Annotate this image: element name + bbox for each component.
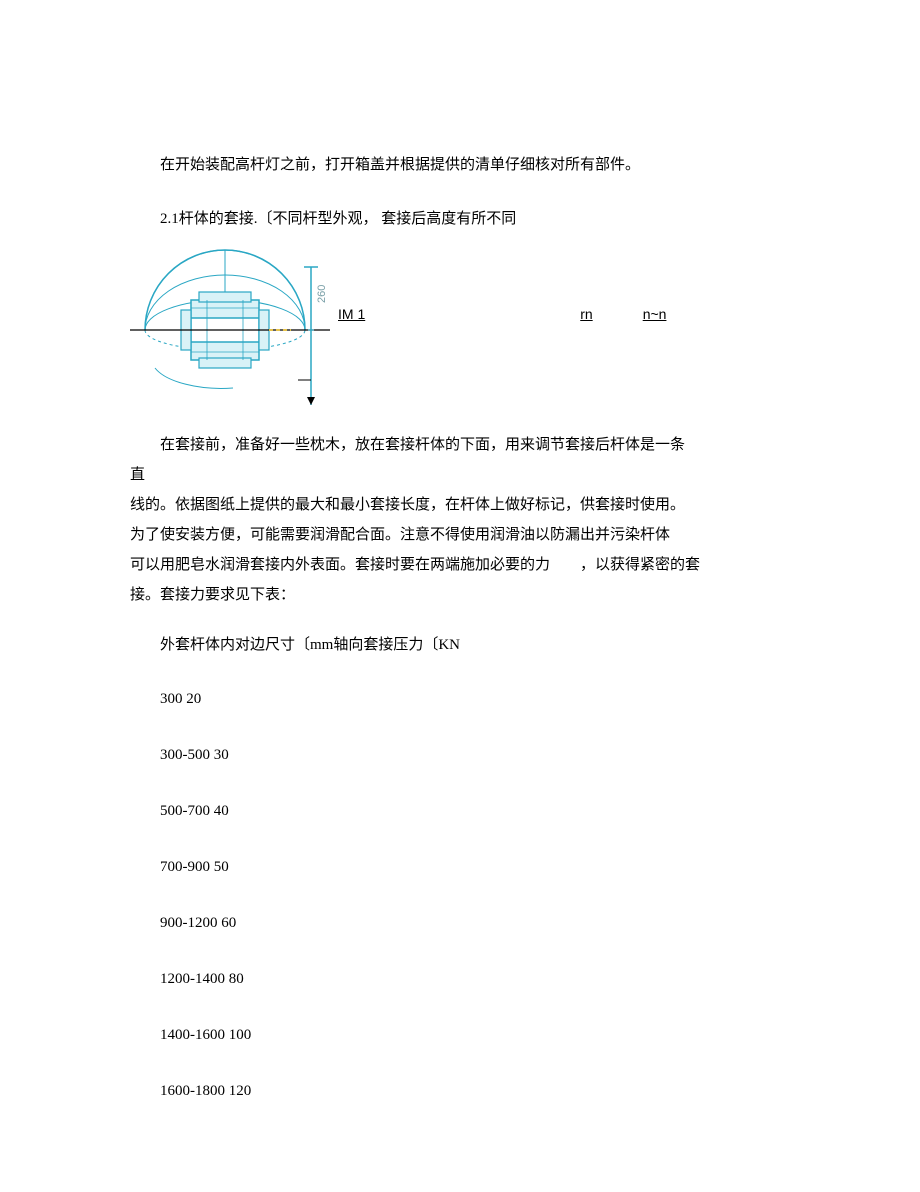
- figure-label-im1: IM 1: [338, 300, 365, 328]
- body-line: 直: [130, 460, 790, 490]
- table-row: 300-500 30: [160, 740, 790, 770]
- table-row: 700-900 50: [160, 852, 790, 882]
- figure-label-nn: n~n: [643, 300, 667, 328]
- body-paragraph: 在套接前，准备好一些枕木，放在套接杆体的下面，用来调节套接后杆体是一条 直 线的…: [130, 430, 790, 610]
- table-row: 1200-1400 80: [160, 964, 790, 994]
- table-row: 1400-1600 100: [160, 1020, 790, 1050]
- table-row: 300 20: [160, 684, 790, 714]
- table-row: 900-1200 60: [160, 908, 790, 938]
- table-row: 500-700 40: [160, 796, 790, 826]
- section-2-1-title: 2.1杆体的套接.〔不同杆型外观， 套接后高度有所不同: [130, 204, 790, 234]
- svg-text:260: 260: [316, 284, 328, 302]
- body-line: 线的。依据图纸上提供的最大和最小套接长度，在杆体上做好标记，供套接时使用。: [130, 490, 790, 520]
- body-line: 可以用肥皂水润滑套接内外表面。套接时要在两端施加必要的力 ，以获得紧密的套: [130, 550, 790, 580]
- body-line: 为了使安装方便，可能需要润滑配合面。注意不得使用润滑油以防漏出并污染杆体: [130, 520, 790, 550]
- document-page: 在开始装配高杆灯之前，打开箱盖并根据提供的清单仔细核对所有部件。 2.1杆体的套…: [0, 0, 920, 1192]
- force-table: 300 20 300-500 30 500-700 40 700-900 50 900-…: [160, 684, 790, 1106]
- figure-label-rn: rn: [580, 300, 592, 328]
- body-line: 在套接前，准备好一些枕木，放在套接杆体的下面，用来调节套接后杆体是一条: [130, 430, 790, 460]
- table-header: 外套杆体内对边尺寸〔mm轴向套接压力〔KN: [130, 630, 790, 660]
- intro-paragraph: 在开始装配高杆灯之前，打开箱盖并根据提供的清单仔细核对所有部件。: [130, 150, 790, 180]
- pole-head-diagram: 260: [130, 245, 330, 426]
- figure-labels: IM 1 rn n~n: [330, 300, 790, 370]
- body-line: 接。套接力要求见下表：: [130, 580, 790, 610]
- figure-row: 260 IM 1 rn n~n: [130, 250, 790, 420]
- table-row: 1600-1800 120: [160, 1076, 790, 1106]
